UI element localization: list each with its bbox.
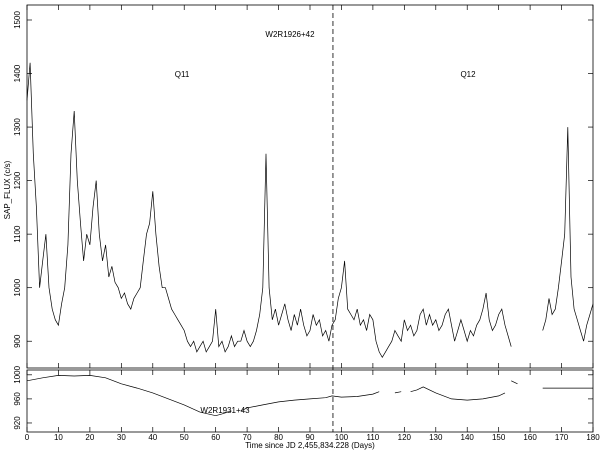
panel-title: W2R1926+42 xyxy=(265,30,315,39)
upper-frame xyxy=(26,4,594,369)
y-tick-label: 1300 xyxy=(13,118,22,136)
y-tick-label: 920 xyxy=(13,416,22,430)
y-tick-label: 960 xyxy=(13,392,22,406)
annotation: Q11 xyxy=(175,70,190,79)
x-tick-label: 80 xyxy=(274,433,283,442)
x-tick-label: 140 xyxy=(461,433,475,442)
x-tick-label: 90 xyxy=(306,433,315,442)
y-tick-label: 900 xyxy=(13,334,22,348)
annotation: Q12 xyxy=(460,70,476,79)
y-tick-label: 1100 xyxy=(13,225,22,243)
x-axis-label: Time since JD 2,455,834.228 (Days) xyxy=(245,441,375,450)
x-tick-label: 100 xyxy=(335,433,349,442)
x-tick-label: 150 xyxy=(492,433,506,442)
lower-frame xyxy=(26,369,594,433)
x-tick-label: 30 xyxy=(117,433,126,442)
x-tick-label: 50 xyxy=(180,433,189,442)
x-tick-label: 170 xyxy=(555,433,569,442)
x-tick-label: 160 xyxy=(523,433,537,442)
y-tick-label: 1200 xyxy=(13,171,22,189)
data-line xyxy=(26,62,594,358)
data-line xyxy=(26,375,593,417)
y-tick-label: 1000 xyxy=(13,365,22,383)
y-axis-label: SAP_FLUX (c/s) xyxy=(3,160,12,219)
y-tick-label: 1000 xyxy=(13,278,22,296)
panel-title: W2R1931+43 xyxy=(200,406,250,415)
x-tick-label: 10 xyxy=(54,433,63,442)
x-tick-label: 20 xyxy=(85,433,94,442)
x-tick-label: 130 xyxy=(429,433,443,442)
x-tick-label: 60 xyxy=(211,433,220,442)
x-tick-label: 110 xyxy=(367,433,380,442)
y-tick-label: 1400 xyxy=(13,64,22,82)
x-tick-label: 120 xyxy=(398,433,412,442)
y-tick-label: 1500 xyxy=(13,11,22,29)
x-tick-label: 40 xyxy=(148,433,157,442)
x-tick-label: 70 xyxy=(243,433,252,442)
x-tick-label: 0 xyxy=(25,433,30,442)
x-tick-label: 180 xyxy=(586,433,600,442)
